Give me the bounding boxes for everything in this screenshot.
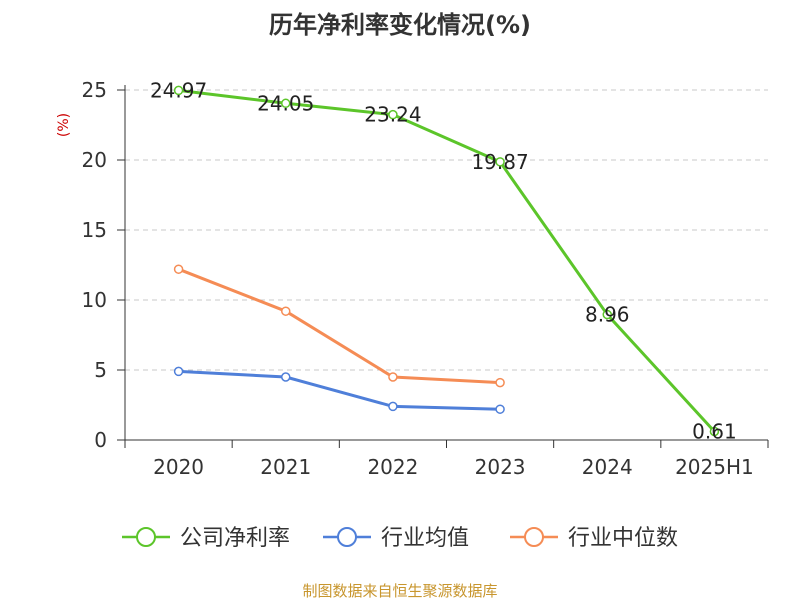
data-label: 0.61 bbox=[692, 419, 737, 443]
data-label: 24.97 bbox=[150, 78, 207, 102]
data-point bbox=[388, 109, 398, 120]
data-point bbox=[281, 306, 291, 316]
data-point bbox=[495, 157, 505, 167]
series-line bbox=[178, 369, 501, 411]
y-tick-label: 0 bbox=[94, 428, 107, 452]
data-label: 8.96 bbox=[585, 303, 630, 327]
data-point bbox=[495, 377, 505, 388]
data-label: 23.24 bbox=[364, 103, 421, 127]
legend-label: 行业均值 bbox=[381, 526, 469, 551]
legend: 公司净利率 行业均值 行业中位数 bbox=[122, 526, 678, 551]
y-tick-label: 10 bbox=[82, 288, 107, 312]
y-tick-label: 25 bbox=[82, 78, 107, 102]
data-point bbox=[281, 98, 291, 109]
data-label: 24.05 bbox=[257, 91, 314, 115]
series-2 bbox=[173, 264, 505, 388]
grid-lines bbox=[125, 89, 768, 371]
data-labels: 24.97 24.05 23.24 19.87 8.96 0.61 bbox=[150, 78, 737, 443]
series-group bbox=[173, 85, 720, 437]
series-1 bbox=[173, 366, 505, 414]
x-tick-label: 2020 bbox=[153, 455, 204, 479]
data-point bbox=[173, 264, 184, 274]
data-point bbox=[495, 404, 505, 414]
y-tick-label: 20 bbox=[82, 148, 107, 172]
series-0 bbox=[173, 85, 720, 437]
y-axis-label: (%) bbox=[56, 113, 72, 137]
legend-marker-icon bbox=[337, 527, 357, 547]
x-tick-label: 2025H1 bbox=[675, 455, 754, 479]
x-tick-label: 2021 bbox=[260, 455, 311, 479]
data-point bbox=[388, 372, 398, 382]
data-point bbox=[709, 426, 720, 437]
series-line bbox=[178, 267, 501, 385]
data-point bbox=[602, 309, 612, 320]
source-note: 制图数据来自恒生聚源数据库 bbox=[302, 582, 497, 600]
y-tick-label: 5 bbox=[94, 358, 107, 382]
legend-item: 行业均值 bbox=[323, 526, 469, 551]
x-tick-label: 2022 bbox=[367, 455, 418, 479]
axes: 0 5 10 15 20 25 2020 2021 2022 2023 2024 2025H1 bbox=[82, 78, 769, 479]
data-point bbox=[281, 372, 291, 382]
data-point bbox=[388, 401, 398, 412]
series-line bbox=[178, 88, 716, 433]
data-point bbox=[173, 85, 184, 96]
chart-title: 历年净利率变化情况(%) bbox=[269, 11, 531, 39]
data-label: 19.87 bbox=[471, 150, 528, 174]
legend-marker-icon bbox=[524, 527, 544, 547]
x-tick-label: 2024 bbox=[582, 455, 633, 479]
x-tick-label: 2023 bbox=[475, 455, 526, 479]
legend-label: 公司净利率 bbox=[180, 526, 290, 551]
y-tick-label: 15 bbox=[82, 218, 107, 242]
legend-label: 行业中位数 bbox=[568, 526, 678, 551]
legend-marker-icon bbox=[136, 527, 156, 547]
legend-item: 行业中位数 bbox=[510, 526, 678, 551]
legend-item: 公司净利率 bbox=[122, 526, 290, 551]
data-point bbox=[173, 366, 184, 377]
